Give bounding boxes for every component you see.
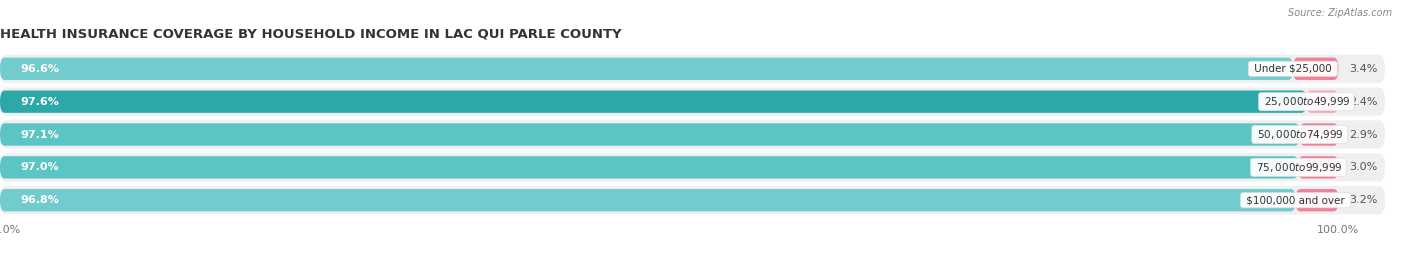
Text: $25,000 to $49,999: $25,000 to $49,999 — [1261, 95, 1351, 108]
FancyBboxPatch shape — [0, 123, 1299, 146]
FancyBboxPatch shape — [0, 55, 1385, 83]
Text: 96.8%: 96.8% — [20, 195, 59, 205]
FancyBboxPatch shape — [1295, 189, 1339, 211]
Text: 96.6%: 96.6% — [20, 64, 59, 74]
Text: 97.0%: 97.0% — [20, 162, 59, 172]
FancyBboxPatch shape — [1294, 58, 1339, 80]
FancyBboxPatch shape — [0, 186, 1385, 214]
FancyBboxPatch shape — [0, 189, 1295, 211]
FancyBboxPatch shape — [0, 90, 1306, 113]
FancyBboxPatch shape — [1298, 156, 1339, 179]
FancyBboxPatch shape — [0, 87, 1385, 116]
FancyBboxPatch shape — [0, 153, 1385, 182]
Text: 3.0%: 3.0% — [1350, 162, 1378, 172]
Text: Source: ZipAtlas.com: Source: ZipAtlas.com — [1288, 8, 1392, 18]
Text: 97.1%: 97.1% — [20, 129, 59, 140]
Text: 3.4%: 3.4% — [1350, 64, 1378, 74]
FancyBboxPatch shape — [0, 156, 1298, 179]
Text: $100,000 and over: $100,000 and over — [1243, 195, 1348, 205]
Text: $50,000 to $74,999: $50,000 to $74,999 — [1254, 128, 1344, 141]
Text: $75,000 to $99,999: $75,000 to $99,999 — [1253, 161, 1343, 174]
Text: 3.2%: 3.2% — [1350, 195, 1378, 205]
Text: 2.4%: 2.4% — [1350, 97, 1378, 107]
Text: 2.9%: 2.9% — [1350, 129, 1378, 140]
Text: Under $25,000: Under $25,000 — [1251, 64, 1334, 74]
Text: HEALTH INSURANCE COVERAGE BY HOUSEHOLD INCOME IN LAC QUI PARLE COUNTY: HEALTH INSURANCE COVERAGE BY HOUSEHOLD I… — [0, 27, 621, 40]
FancyBboxPatch shape — [0, 58, 1294, 80]
FancyBboxPatch shape — [1306, 90, 1339, 113]
FancyBboxPatch shape — [0, 120, 1385, 149]
Text: 97.6%: 97.6% — [20, 97, 59, 107]
FancyBboxPatch shape — [1299, 123, 1339, 146]
